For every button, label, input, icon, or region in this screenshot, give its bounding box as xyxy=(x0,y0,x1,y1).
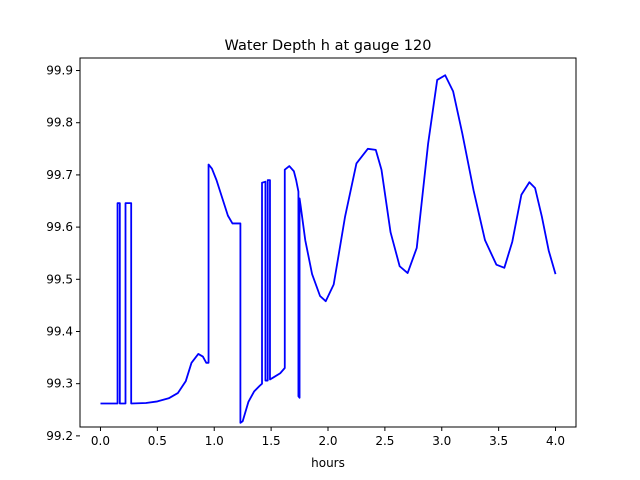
y-tick-label: 99.7 xyxy=(46,168,73,182)
series-line xyxy=(100,74,557,424)
y-tick-label: 99.8 xyxy=(46,116,73,130)
x-tick-label: 0.0 xyxy=(91,434,110,448)
x-tick-label: 3.5 xyxy=(489,434,508,448)
x-axis-ticks: 0.0 0.5 1.0 1.5 2.0 2.5 3.0 3.5 4.0 xyxy=(91,427,565,448)
x-tick-label: 1.0 xyxy=(205,434,224,448)
y-tick-label: 99.5 xyxy=(46,272,73,286)
y-axis-ticks: 99.2 99.3 99.4 99.5 99.6 99.7 99.8 99.9 xyxy=(46,64,80,443)
y-tick-label: 99.6 xyxy=(46,220,73,234)
y-tick-label: 99.9 xyxy=(46,64,73,78)
y-tick-label: 99.4 xyxy=(46,324,73,338)
x-tick-label: 4.0 xyxy=(546,434,565,448)
y-tick-label: 99.2 xyxy=(46,429,73,443)
x-tick-label: 3.0 xyxy=(432,434,451,448)
x-axis-label: hours xyxy=(311,456,345,470)
y-tick-label: 99.3 xyxy=(46,377,73,391)
chart-title: Water Depth h at gauge 120 xyxy=(225,38,432,54)
x-tick-label: 1.5 xyxy=(262,434,281,448)
x-tick-label: 2.5 xyxy=(375,434,394,448)
x-tick-label: 0.5 xyxy=(148,434,167,448)
x-tick-label: 2.0 xyxy=(318,434,337,448)
